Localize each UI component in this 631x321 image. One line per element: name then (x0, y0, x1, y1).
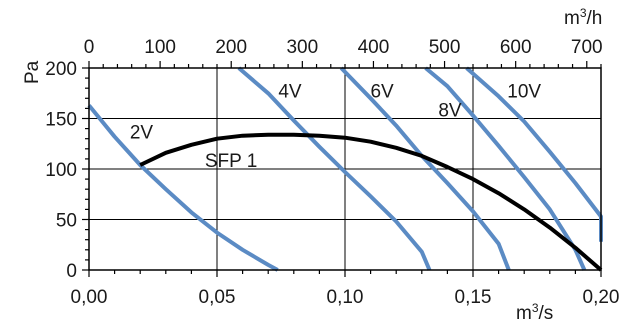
y-tick-label: 200 (45, 59, 77, 80)
x-bottom-tick-label: 0,00 (71, 287, 108, 308)
curve-label-8v: 8V (438, 100, 462, 121)
x-top-tick-label: 200 (215, 37, 247, 58)
curve-label-sfp-1: SFP 1 (205, 151, 257, 172)
curve-label-10v: 10V (507, 81, 541, 102)
y-tick-label: 0 (66, 261, 77, 282)
series-line-sfp-1 (139, 132, 603, 272)
series-line-6v (339, 66, 511, 271)
x-top-tick-label: 500 (429, 37, 461, 58)
curve-label-2v: 2V (130, 123, 154, 144)
tick-labels: 0 50 100 150 200 0,00 0,05 0,10 0,15 0,20 0 100 200 3… (45, 37, 619, 308)
x-bottom-tick-label: 0,15 (455, 287, 492, 308)
x-top-tick-label: 700 (571, 37, 603, 58)
x-bottom-tick-label: 0,05 (199, 287, 236, 308)
y-axis-label: Pa (22, 60, 43, 84)
y-tick-label: 50 (56, 211, 77, 232)
y-tick-label: 100 (45, 160, 77, 181)
x-top-tick-label: 300 (286, 37, 318, 58)
x-top-axis-label: m3/h (564, 6, 602, 29)
x-top-tick-label: 400 (358, 37, 390, 58)
x-bottom-axis-label: m3/s (516, 301, 553, 321)
x-bottom-tick-label: 0,10 (327, 287, 364, 308)
y-tick-label: 150 (45, 110, 77, 131)
x-bottom-tick-label: 0,20 (583, 287, 620, 308)
series-line-4v (237, 66, 432, 271)
plot-frame (82, 61, 602, 277)
curve-label-4v: 4V (278, 81, 302, 102)
x-top-tick-label: 0 (84, 37, 95, 58)
x-top-tick-label: 100 (144, 37, 176, 58)
series-line-2v (87, 104, 279, 272)
x-top-tick-label: 600 (500, 37, 532, 58)
curve-label-6v: 6V (370, 81, 394, 102)
curve-labels: 2V 4V 6V 8V 10V SFP 1 (130, 81, 542, 172)
